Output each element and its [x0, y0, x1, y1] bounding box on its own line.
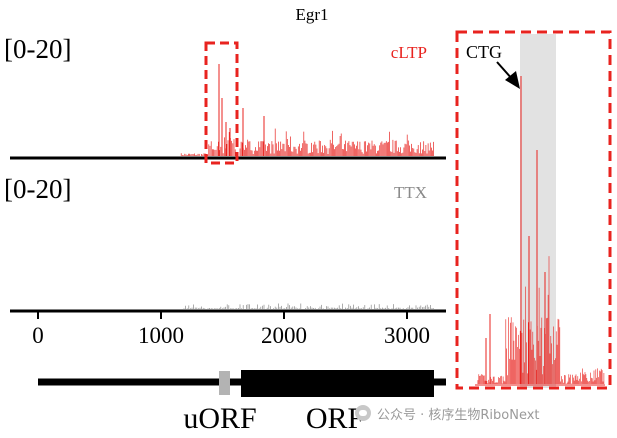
- inset-signal-bars: [477, 76, 605, 384]
- uorf-label: uORF: [183, 402, 256, 435]
- cltp-range-label: [0-20]: [4, 34, 71, 64]
- uorf-highlight-box: [204, 41, 239, 165]
- gene-title: Egr1: [295, 5, 328, 24]
- x-tick-label-2000: 2000: [261, 323, 307, 348]
- uorf-block: [219, 371, 230, 395]
- ttx-range-label: [0-20]: [4, 174, 71, 204]
- ctg-arrow-head: [505, 71, 520, 89]
- watermark: 公众号 · 核序生物RiboNext: [355, 401, 610, 425]
- cltp-condition-label: cLTP: [391, 43, 427, 62]
- x-tick-label-0: 0: [32, 323, 44, 348]
- ttx-signal-bars: [183, 303, 434, 309]
- ttx-condition-label: TTX: [394, 183, 427, 202]
- x-tick-label-3000: 3000: [384, 323, 430, 348]
- watermark-text: 公众号 · 核序生物RiboNext: [377, 407, 540, 423]
- wechat-icon: [355, 405, 371, 421]
- x-tick-label-1000: 1000: [138, 323, 184, 348]
- inset-frame: [455, 30, 612, 390]
- orf-label: ORF: [306, 402, 364, 435]
- orf-block: [241, 370, 434, 397]
- inset-highlight-region: [520, 34, 556, 388]
- x-axis-ticks: [37, 311, 408, 319]
- cltp-signal-bars: [180, 64, 434, 156]
- ctg-callout-label: CTG: [466, 42, 502, 62]
